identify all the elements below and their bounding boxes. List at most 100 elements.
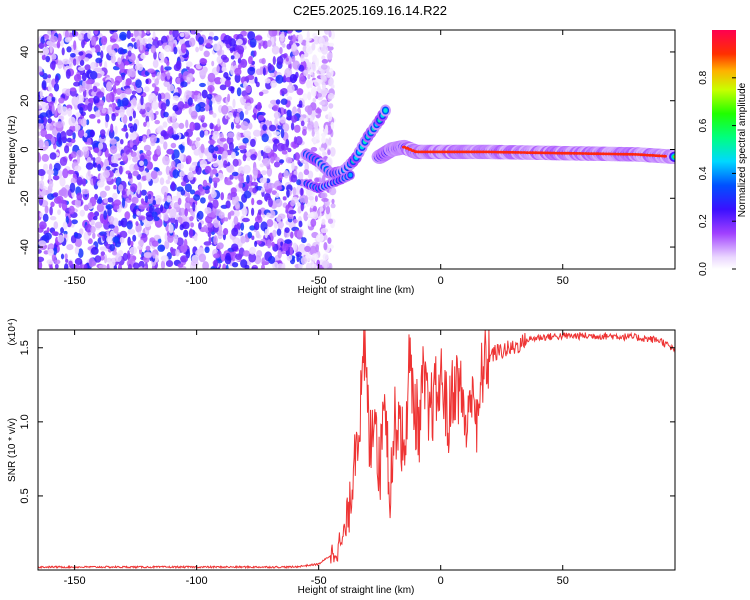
spectrogram-cell [208, 110, 214, 115]
spectrogram-cell [328, 137, 332, 146]
spectrogram-cell [129, 138, 133, 148]
spectrogram-cell [206, 93, 213, 100]
spectrogram-cell [53, 231, 59, 237]
spectrogram-cell [45, 133, 53, 140]
spectrogram-cell [284, 67, 293, 78]
spectrogram-cell [167, 233, 174, 243]
spectrogram-cell [293, 219, 298, 224]
spectrogram-cell [135, 79, 142, 88]
spectrogram-cell [79, 59, 85, 66]
colorbar-ticks: 0.0 0.2 0.4 0.6 0.8 [698, 70, 736, 276]
spectrogram-cell [163, 141, 168, 150]
spectrogram-cell [182, 104, 190, 109]
spectrogram-cell [64, 253, 68, 260]
spectrogram-cell [65, 258, 69, 263]
spectrogram-cell [89, 114, 96, 119]
spectrogram-cell [177, 197, 182, 206]
x-tick-label: -50 [311, 275, 327, 287]
spectrogram-cell [328, 187, 337, 196]
spectrogram-cell [323, 128, 329, 135]
spectrogram-cell [64, 30, 69, 39]
snr-panel: -150 -100 -50 0 50 0.5 1.0 1.5 Height of strai… [7, 318, 676, 596]
spectrogram-cell [317, 85, 321, 93]
spectrogram-cell [98, 196, 102, 204]
spectrogram-cell [255, 230, 260, 239]
spectrogram-cell [266, 219, 274, 228]
spectrogram-cell [320, 64, 328, 70]
spectrogram-cell [199, 44, 204, 52]
spectrogram-cell [257, 151, 262, 161]
spectrogram-cell [170, 142, 177, 149]
spectrogram-cell [137, 135, 144, 142]
spectrogram-cell [320, 45, 329, 55]
spectrogram-cell [96, 203, 104, 213]
spectrogram-cell [119, 230, 128, 239]
spectrogram-cell [286, 116, 293, 121]
spectrogram-cell [235, 52, 241, 59]
spectrogram-cell [100, 251, 106, 256]
spectrogram-cell [60, 39, 64, 47]
spectrogram-cell [126, 220, 133, 230]
spectrogram-cell [213, 219, 220, 228]
spectrogram-cell [84, 223, 93, 233]
spectrogram-cell [298, 100, 303, 108]
spectrogram-cell [70, 151, 77, 159]
spectrogram-cell [45, 55, 51, 63]
spectrogram-cell [296, 88, 304, 96]
spectrogram-cell [50, 35, 58, 43]
x-tick-label: -100 [186, 275, 208, 287]
spectrogram-cell [202, 179, 208, 187]
spectrogram-track-cell [348, 172, 353, 178]
spectrogram-cell [38, 240, 47, 247]
spectrogram-cell [41, 103, 49, 111]
spectrogram-cell [83, 57, 90, 62]
spectrogram-cell [298, 243, 306, 254]
spectrogram-cell [121, 127, 128, 132]
spectrogram-cell [89, 70, 98, 80]
spectrogram-cell [227, 132, 235, 139]
spectrogram-cell [119, 165, 123, 175]
spectrogram-cell [213, 235, 218, 245]
spectrogram-cell [38, 233, 41, 240]
spectrogram-cell [121, 97, 129, 107]
spectrogram-cell [163, 191, 168, 202]
spectrogram-cell [246, 156, 251, 161]
spectrogram-cell [261, 264, 265, 269]
spectrogram-cell [280, 98, 288, 105]
spectrogram-cell [223, 34, 231, 45]
spectrogram-cell [66, 244, 74, 251]
spectrogram-cell [51, 62, 56, 71]
spectrogram-cell [104, 185, 111, 191]
spectrogram-cell [180, 244, 188, 253]
spectrogram-cell [187, 171, 194, 181]
spectrogram-cell [269, 124, 277, 132]
spectrogram-cell [146, 214, 154, 222]
spectrogram-cell [251, 197, 255, 206]
spectrogram-cell [175, 249, 180, 257]
snr-y-axis: 0.5 1.0 1.5 [19, 340, 675, 504]
spectrogram-cell [165, 179, 171, 185]
spectrogram-cell [292, 186, 297, 196]
y-tick-label: 0.5 [19, 488, 31, 503]
spectrogram-cell [240, 58, 248, 68]
spectrogram-cell [178, 144, 184, 150]
spectrogram-cell [169, 30, 173, 35]
spectrogram-cell [207, 231, 212, 238]
y-tick-label: 20 [19, 95, 31, 107]
spectrogram-cell [171, 115, 176, 123]
spectrogram-cell [100, 35, 108, 46]
spectrogram-cell [291, 55, 296, 63]
spectrogram-cell [97, 119, 101, 124]
spectrogram-cell [136, 57, 140, 67]
spectrogram-cell [287, 84, 295, 93]
spectrogram-heatmap [38, 30, 675, 269]
spectrogram-cell [63, 233, 68, 239]
spectrogram-cell [227, 112, 233, 118]
spectrogram-cell [62, 58, 70, 65]
spectrogram-cell [79, 209, 86, 217]
spectrogram-cell [277, 124, 284, 130]
spectrogram-cell [103, 210, 108, 220]
spectrogram-cell [270, 99, 278, 105]
spectrogram-cell [107, 215, 115, 223]
